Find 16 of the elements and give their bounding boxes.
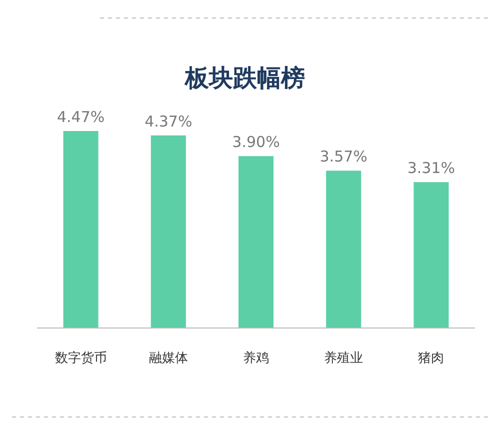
data-label: 3.31% [407,159,456,178]
x-tick-label: 数字货币 [54,350,107,366]
data-label: 3.57% [320,148,368,166]
data-label: 4.37% [144,112,192,130]
x-tick-label: 猪肉 [418,351,444,366]
bar [150,135,186,328]
chart-title: 板块跌幅榜 [184,64,305,92]
data-label: 3.90% [232,133,280,152]
bar [63,131,98,328]
bar [326,170,362,328]
x-tick-label: 融媒体 [148,351,188,366]
x-tick-label: 养鸡 [243,350,269,366]
x-tick-label: 养殖业 [324,350,364,366]
data-label: 4.47% [56,108,105,126]
bar [238,156,274,328]
bar [414,182,449,328]
